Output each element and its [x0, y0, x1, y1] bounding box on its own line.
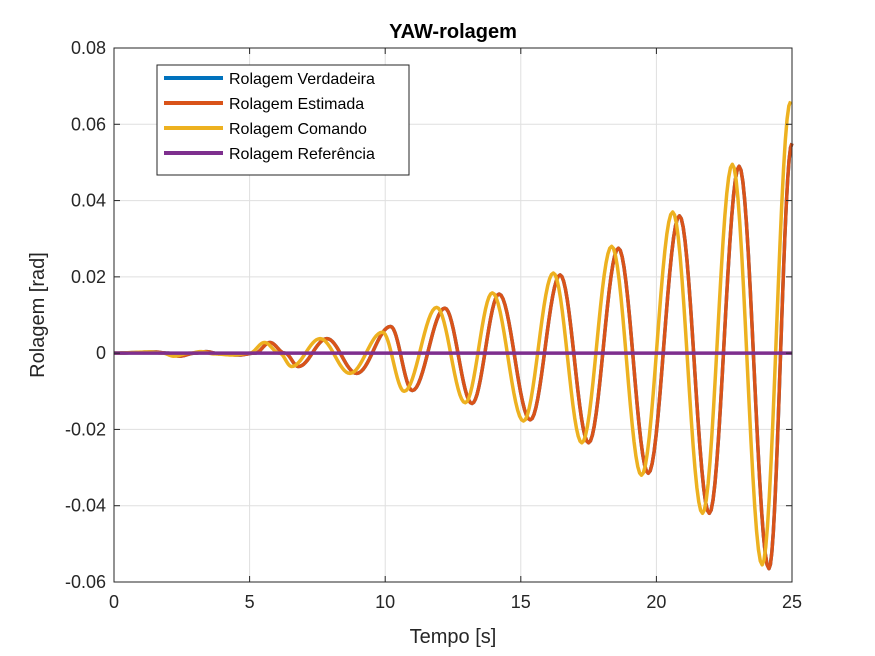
y-tick-label: 0.02: [71, 267, 106, 287]
legend-label: Rolagem Comando: [229, 121, 367, 138]
y-axis-label: Rolagem [rad]: [27, 252, 49, 378]
legend-box: [156, 64, 410, 176]
y-tick-label: -0.02: [65, 419, 106, 439]
y-tick-label: -0.04: [65, 496, 106, 516]
x-tick-label: 0: [109, 592, 119, 612]
legend: Rolagem Verdadeira Rolagem Estimada Rolage…: [156, 64, 410, 176]
chart-title: YAW-rolagem: [389, 21, 517, 43]
plot-frame: [113, 47, 793, 583]
axis-ticks: 0 5 10 15 20 25 -0.06 -0.04 -0.02 0 0.02 0.04 0.06 0.…: [65, 38, 802, 612]
y-tick-label: -0.06: [65, 572, 106, 592]
y-tick-label: 0.04: [71, 191, 106, 211]
x-tick-label: 10: [375, 592, 395, 612]
y-tick-label: 0.06: [71, 114, 106, 134]
y-tick-label: 0: [96, 343, 106, 363]
series-lines: [113, 100, 794, 571]
x-tick-label: 15: [511, 592, 531, 612]
x-axis-label: Tempo [s]: [410, 626, 497, 648]
legend-label: Rolagem Referência: [229, 146, 375, 163]
x-tick-label: 20: [646, 592, 666, 612]
x-tick-label: 5: [245, 592, 255, 612]
legend-label: Rolagem Estimada: [229, 96, 364, 113]
y-tick-label: 0.08: [71, 38, 106, 58]
x-tick-label: 25: [782, 592, 802, 612]
legend-label: Rolagem Verdadeira: [229, 71, 375, 88]
